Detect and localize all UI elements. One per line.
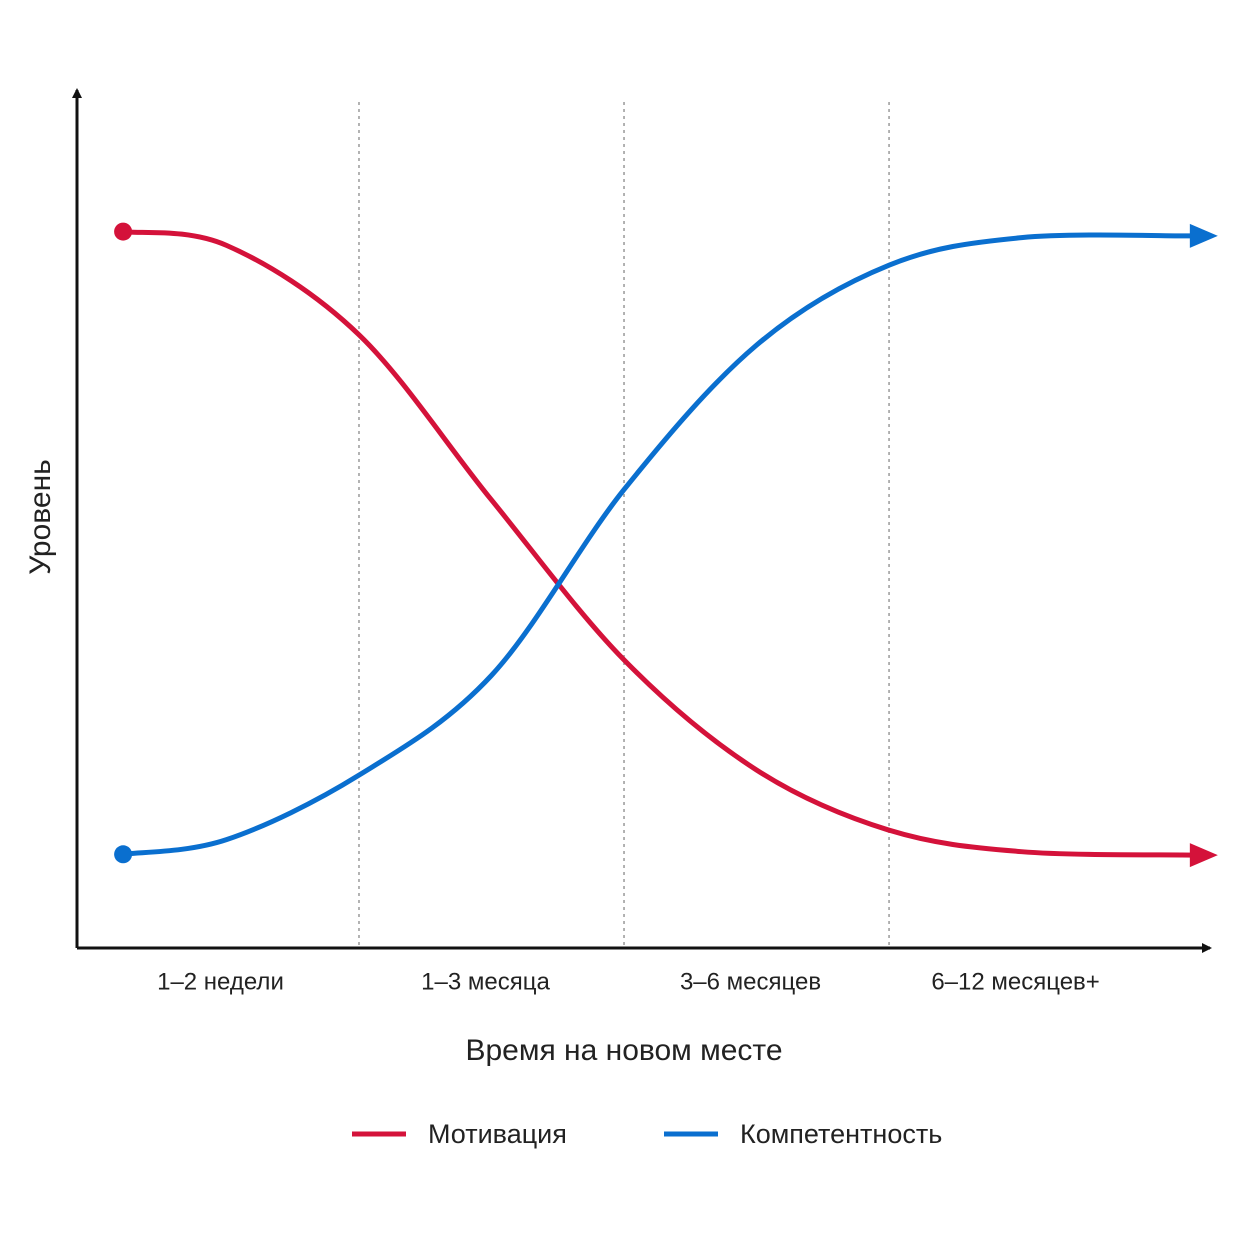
legend-label: Мотивация: [428, 1119, 567, 1149]
x-tick-label: 6–12 месяцев+: [931, 968, 1100, 995]
x-tick-label: 3–6 месяцев: [680, 968, 821, 995]
x-tick-label: 1–3 месяца: [421, 968, 550, 995]
end-arrow: [1189, 843, 1218, 868]
legend-label: Компетентность: [740, 1119, 942, 1149]
series-line: [122, 232, 1194, 857]
y-axis-title: Уровень: [24, 459, 57, 575]
x-tick-label: 1–2 недели: [157, 968, 284, 995]
start-dot: [114, 222, 133, 241]
start-dot: [114, 845, 133, 864]
x-axis-title: Время на новом месте: [465, 1034, 782, 1067]
end-arrow: [1189, 223, 1218, 248]
series-line: [122, 229, 1194, 858]
